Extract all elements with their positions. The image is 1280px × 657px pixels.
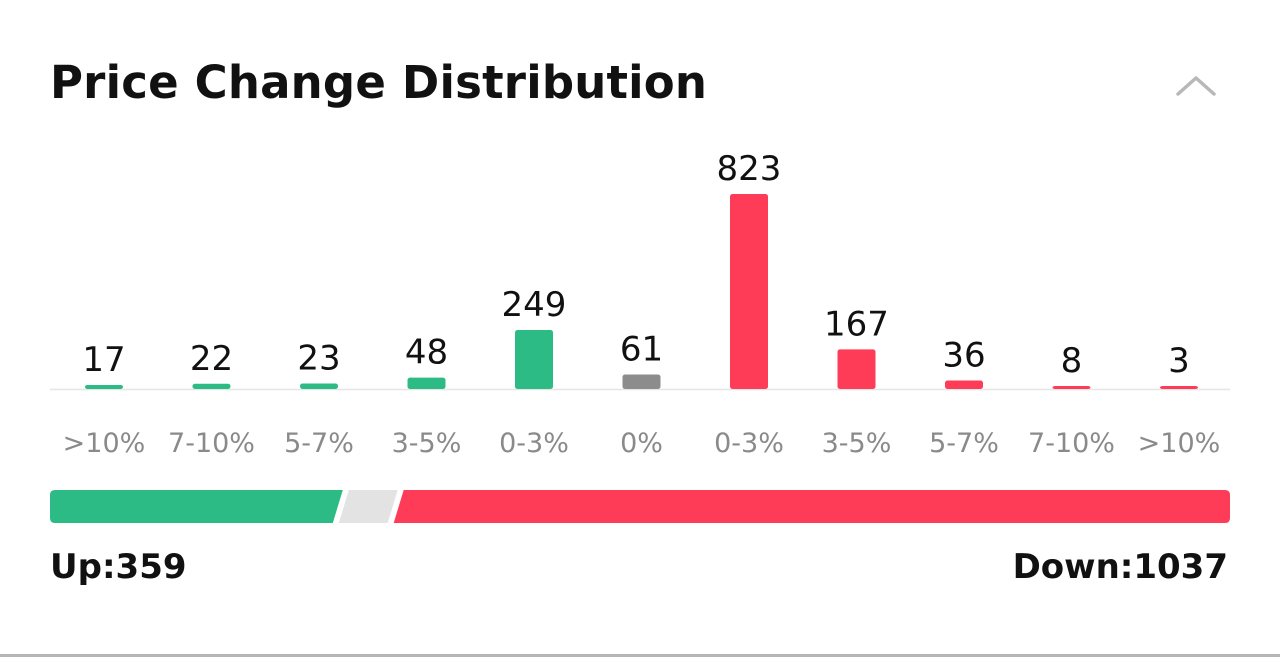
bar-down-6 (730, 194, 768, 389)
category-label-8: 5-7% (929, 428, 999, 459)
category-label-3: 3-5% (392, 428, 462, 459)
bar-down-9 (1052, 386, 1091, 389)
category-label-2: 5-7% (284, 428, 354, 459)
category-label-9: 7-10% (1028, 428, 1115, 459)
data-label-9: 8 (1061, 341, 1083, 381)
category-label-5: 0% (620, 428, 663, 459)
data-label-5: 61 (620, 330, 663, 370)
category-label-10: >10% (1138, 428, 1221, 459)
chevron-up-icon (1176, 76, 1216, 96)
data-label-4: 249 (502, 285, 567, 325)
bar-up-4 (515, 330, 553, 389)
bar-down-7 (837, 349, 876, 389)
up-down-ratio-bar (50, 490, 1230, 523)
data-label-3: 48 (405, 333, 448, 373)
data-label-7: 167 (824, 304, 889, 344)
data-label-6: 823 (717, 149, 782, 189)
bar-chart: 17 >10% 22 7-10% 23 5-7% 48 3-5% 249 0-3% 61 0% 823 0… (50, 149, 1230, 459)
data-label-0: 17 (82, 340, 125, 380)
data-label-8: 36 (942, 335, 985, 375)
down-count-label: Down:1037 (1012, 547, 1228, 587)
collapse-button[interactable] (1168, 66, 1224, 106)
data-label-10: 3 (1168, 341, 1190, 381)
bar-flat-5 (622, 374, 661, 389)
bar-up-0 (85, 384, 123, 389)
data-label-2: 23 (297, 339, 340, 379)
bar-up-1 (192, 383, 231, 389)
category-label-7: 3-5% (822, 428, 892, 459)
bottom-divider (0, 654, 1280, 657)
flat-segment (338, 490, 398, 523)
down-segment (393, 490, 1230, 523)
data-label-1: 22 (190, 339, 233, 379)
category-label-0: >10% (63, 428, 146, 459)
bar-up-3 (407, 377, 446, 389)
up-count-label: Up:359 (50, 547, 187, 587)
category-label-1: 7-10% (168, 428, 255, 459)
up-segment (50, 490, 343, 523)
chart-title: Price Change Distribution (50, 56, 708, 109)
bar-up-2 (300, 383, 338, 389)
category-label-4: 0-3% (499, 428, 569, 459)
bar-down-8 (945, 380, 983, 389)
category-label-6: 0-3% (714, 428, 784, 459)
bar-down-10 (1160, 386, 1198, 389)
